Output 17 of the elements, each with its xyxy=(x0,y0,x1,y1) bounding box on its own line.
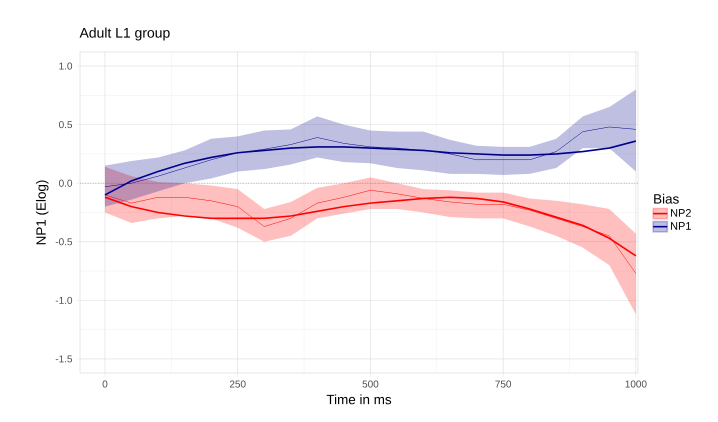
x-tick-label: 500 xyxy=(362,380,378,388)
legend-label: NP1 xyxy=(671,222,691,230)
x-tick-label: 250 xyxy=(230,380,246,388)
x-tick-label: 750 xyxy=(495,380,512,388)
x-tick-label: 1000 xyxy=(626,380,647,388)
x-tick-label: 0 xyxy=(102,380,108,388)
y-tick-label: 0.5 xyxy=(59,121,72,128)
y-axis-title: NP1 (Elog) xyxy=(36,180,48,244)
y-tick-label: 0.0 xyxy=(59,180,72,187)
y-tick-label: 1.0 xyxy=(59,62,72,70)
y-tick-label: -1.5 xyxy=(56,355,72,362)
legend-title: Bias xyxy=(654,194,679,204)
chart-title: Adult L1 group xyxy=(80,27,170,40)
x-axis-title: Time in ms xyxy=(326,394,392,404)
y-tick-label: -1.0 xyxy=(56,296,72,304)
legend-label: NP2 xyxy=(671,209,691,217)
y-tick-label: -0.5 xyxy=(56,238,72,246)
